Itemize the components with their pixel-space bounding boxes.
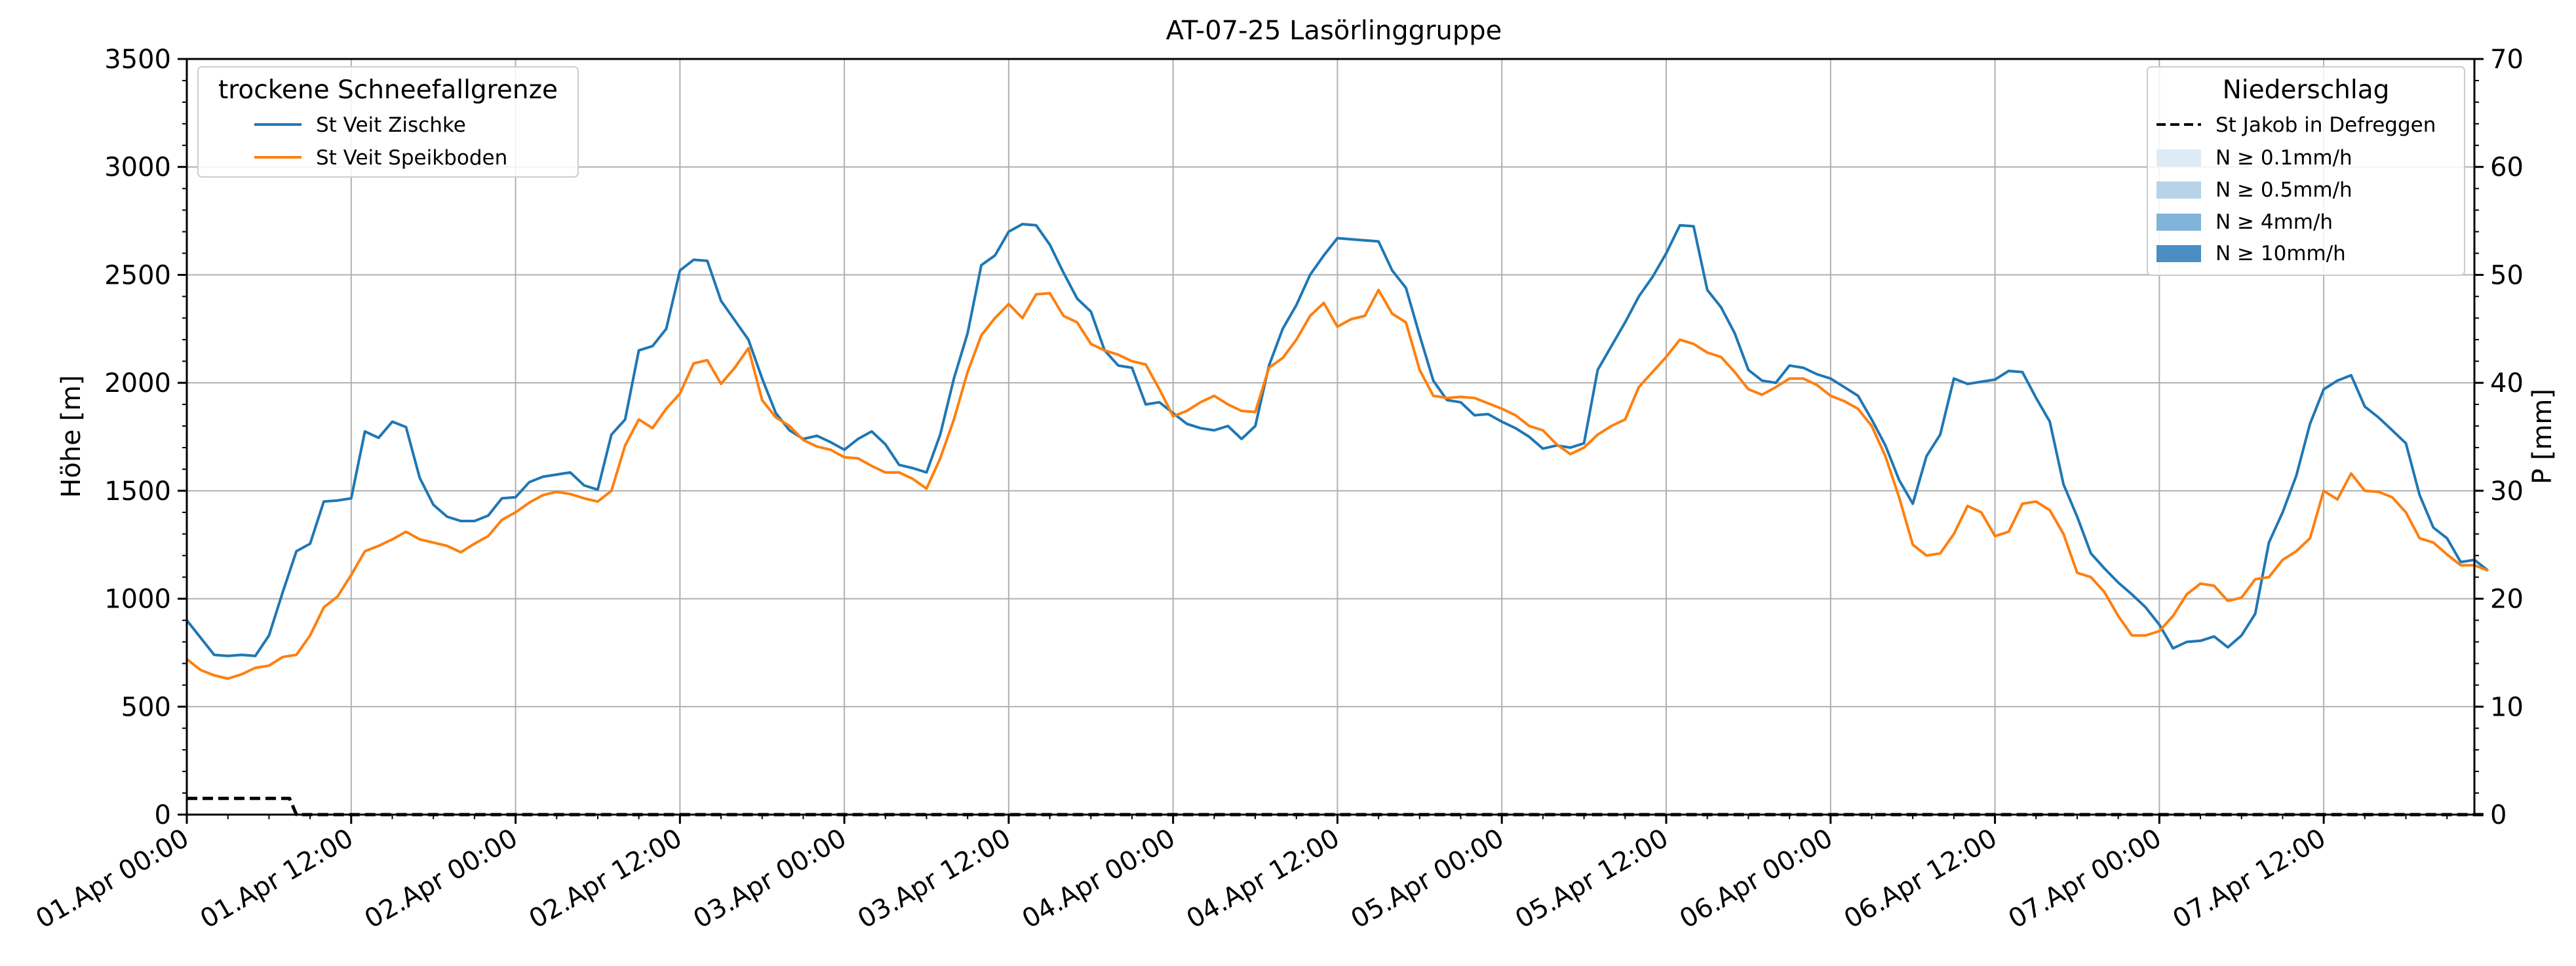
legend-snowfall-box [197, 66, 579, 178]
y2-tick-label-70: 70 [2490, 45, 2524, 75]
legend-snowfall-label-speikboden: St Veit Speikboden [316, 146, 507, 170]
y2-tick-label-30: 30 [2490, 476, 2524, 507]
series-line-st-veit-zischke [185, 223, 2489, 657]
left-axis-label: Höhe [m] [56, 375, 87, 497]
right-axis-ticks: 0 10 20 30 40 50 60 70 [2474, 45, 2524, 830]
legend-precipitation: Niederschlag St Jakob in Defreggen N ≥ 0… [2147, 66, 2465, 276]
legend-precipitation-swatch-0-5 [2156, 182, 2201, 199]
legend-precipitation-label-10: N ≥ 10mm/h [2215, 242, 2346, 265]
y2-tick-label-40: 40 [2490, 368, 2524, 398]
y-tick-label-1000: 1000 [104, 585, 171, 615]
series-line-st-veit-speikboden [185, 288, 2489, 680]
legend-precipitation-label-0-5: N ≥ 0.5mm/h [2215, 178, 2352, 202]
left-axis-ticks: 0 500 1000 1500 2000 2500 3000 3500 [104, 45, 187, 830]
right-axis-label: P [mm] [2527, 389, 2558, 484]
legend-snowfall-title: trockene Schneefallgrenze [218, 75, 558, 105]
grid [187, 59, 2474, 815]
legend-precipitation-box [2147, 66, 2465, 276]
y-tick-label-2000: 2000 [104, 368, 171, 398]
legend-precipitation-swatch-4 [2156, 214, 2201, 231]
legend-precipitation-swatch-0-1 [2156, 149, 2201, 166]
legend-precipitation-title: Niederschlag [2223, 75, 2390, 105]
plot-frame [185, 58, 2476, 816]
legend-precipitation-label-4: N ≥ 4mm/h [2215, 210, 2333, 234]
legend-precipitation-label-0-1: N ≥ 0.1mm/h [2215, 146, 2352, 170]
legend-precipitation-label-station: St Jakob in Defreggen [2215, 113, 2436, 137]
y2-tick-label-60: 60 [2490, 153, 2524, 183]
y-tick-label-500: 500 [121, 692, 171, 722]
y2-tick-label-50: 50 [2490, 260, 2524, 290]
y-tick-label-2500: 2500 [104, 260, 171, 290]
y2-tick-label-20: 20 [2490, 585, 2524, 615]
legend-snowfall-label-zischke: St Veit Zischke [316, 113, 466, 137]
chart-title: AT-07-25 Lasörlinggruppe [1166, 16, 1502, 46]
y-tick-label-3500: 3500 [104, 45, 171, 75]
y-tick-label-0: 0 [155, 800, 171, 830]
y2-tick-label-0: 0 [2490, 800, 2507, 830]
y2-tick-label-10: 10 [2490, 692, 2524, 722]
y-tick-label-3000: 3000 [104, 153, 171, 183]
legend-precipitation-swatch-10 [2156, 245, 2201, 262]
y-tick-label-1500: 1500 [104, 476, 171, 507]
legend-snowfall: trockene Schneefallgrenze St Veit Zischk… [197, 66, 579, 178]
